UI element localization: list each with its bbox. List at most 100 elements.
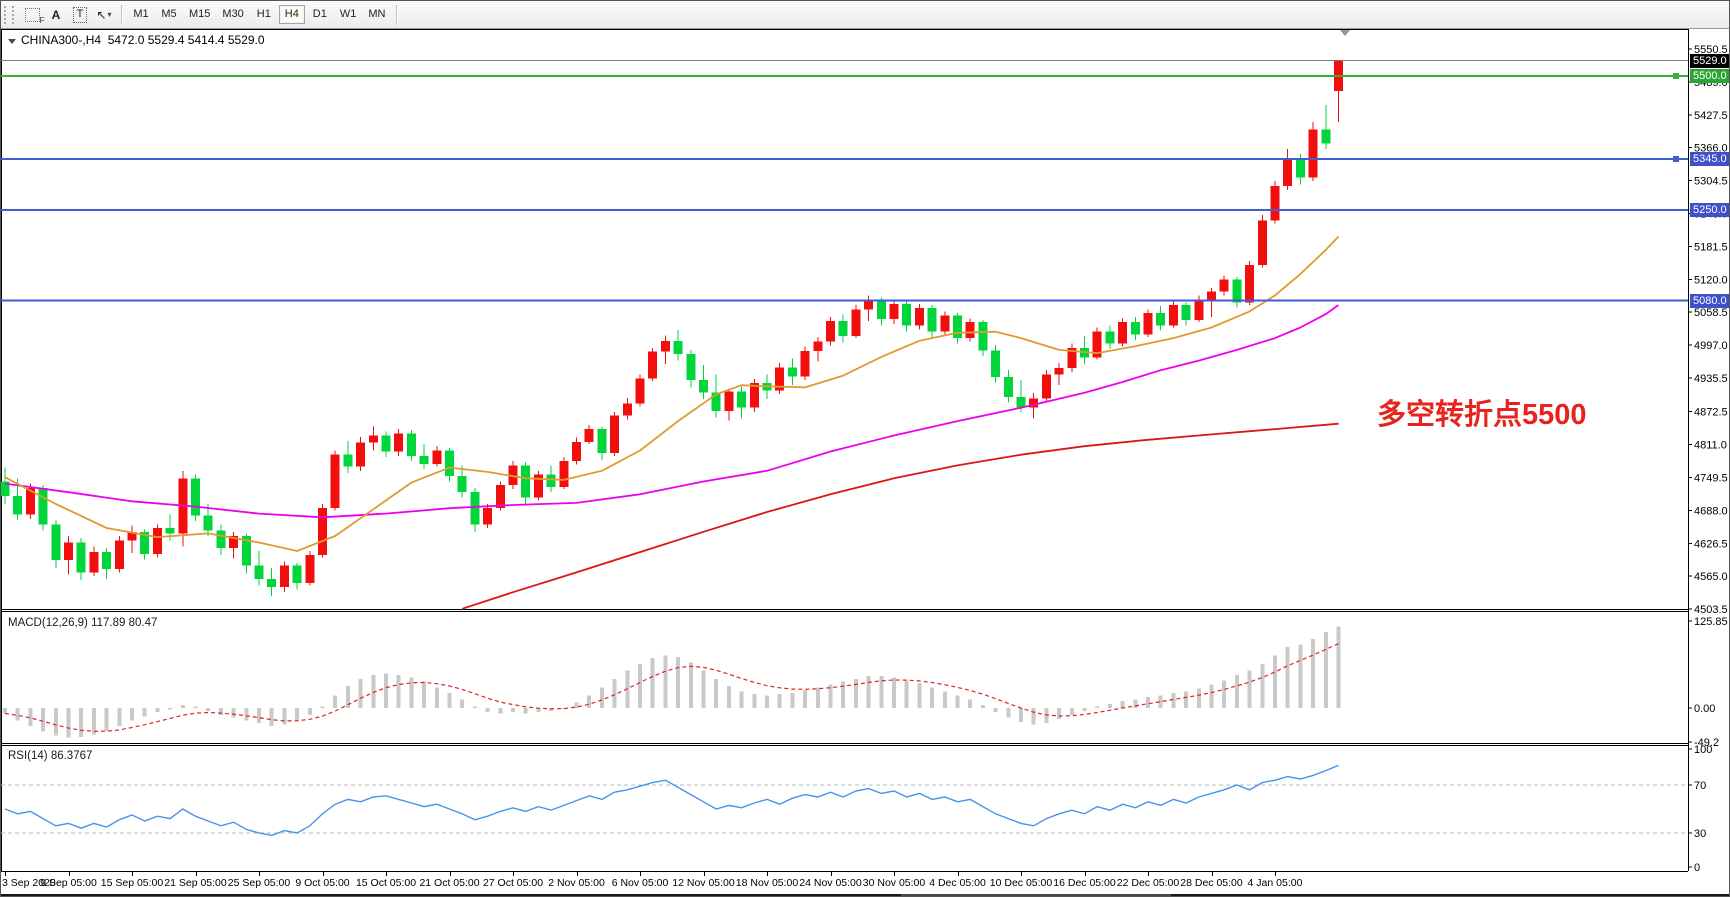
date-label: 22 Dec 05:00: [1116, 877, 1180, 889]
svg-text:4626.5: 4626.5: [1694, 538, 1728, 550]
rsi-line: [4, 764, 1339, 837]
moving-average-line: [461, 422, 1339, 610]
date-label: 9 Oct 05:00: [295, 877, 350, 889]
svg-text:-49.2: -49.2: [1694, 737, 1719, 749]
price-badge-5529.0: 5529.0: [1690, 54, 1729, 68]
svg-text:4811.0: 4811.0: [1694, 440, 1727, 452]
frame-tool-icon[interactable]: F: [20, 5, 45, 25]
date-tick: [1021, 872, 1022, 876]
timeframe-button-d1[interactable]: D1: [307, 5, 333, 24]
date-label: 10 Dec 05:00: [989, 877, 1053, 889]
svg-text:5366.0: 5366.0: [1694, 143, 1728, 155]
svg-text:4749.5: 4749.5: [1694, 472, 1728, 484]
date-tick: [5, 872, 6, 876]
date-label: 2 Nov 05:00: [548, 877, 605, 889]
date-tick: [830, 872, 832, 876]
svg-text:30: 30: [1694, 828, 1706, 840]
date-tick: [640, 872, 641, 876]
date-tick: [1148, 872, 1149, 876]
svg-text:5181.5: 5181.5: [1694, 241, 1728, 253]
svg-text:0: 0: [1694, 862, 1700, 874]
horizontal-scrollbar[interactable]: [1, 894, 1729, 896]
price-badge-5500.0: 5500.0: [1690, 69, 1729, 83]
svg-text:70: 70: [1694, 780, 1706, 792]
date-axis[interactable]: 3 Sep 2020 9 Sep 05:00 15 Sep 05:00 21 Sep …: [1, 872, 1689, 893]
svg-text:5120.0: 5120.0: [1694, 274, 1728, 286]
svg-text:125.85: 125.85: [1694, 616, 1728, 628]
object-arrows-tool-icon[interactable]: ↖ ▾: [96, 7, 112, 22]
date-label: 21 Sep 05:00: [164, 877, 227, 889]
text-box-tool-icon[interactable]: T: [68, 5, 92, 25]
svg-text:5058.5: 5058.5: [1694, 307, 1728, 319]
timeframe-button-m1[interactable]: M1: [128, 5, 154, 24]
date-label: 3 Sep 2020: [2, 877, 56, 889]
timeframe-button-h1[interactable]: H1: [251, 5, 277, 24]
rsi-indicator-label: RSI(14) 86.3767: [8, 750, 93, 762]
timeframe-button-m15[interactable]: M15: [184, 5, 215, 24]
svg-text:5550.5: 5550.5: [1694, 44, 1728, 56]
date-tick: [767, 872, 768, 876]
panel-borders: [1, 29, 1689, 872]
timeframe-button-mn[interactable]: MN: [363, 5, 390, 24]
chart-title[interactable]: CHINA300-,H4 5472.0 5529.4 5414.4 5529.0: [8, 33, 265, 47]
symbol-dropdown-icon[interactable]: [8, 39, 16, 44]
date-label: 4 Dec 05:00: [929, 877, 986, 889]
svg-text:4565.0: 4565.0: [1694, 571, 1728, 583]
price-badge-5080.0: 5080.0: [1690, 294, 1729, 308]
date-tick: [576, 872, 578, 876]
macd-signal-line: [4, 643, 1339, 732]
svg-text:4935.5: 4935.5: [1694, 373, 1728, 385]
svg-text:5304.5: 5304.5: [1694, 176, 1728, 188]
date-tick: [1211, 872, 1213, 876]
date-tick: [513, 872, 514, 876]
price-axis: 5550.55489.05427.55366.05304.55243.05181…: [1688, 44, 1728, 874]
text-label-tool-icon[interactable]: A: [51, 7, 61, 22]
timeframe-button-m30[interactable]: M30: [217, 5, 248, 24]
rsi-layer: [1, 764, 1688, 837]
price-badge-5250.0: 5250.0: [1690, 203, 1729, 217]
horizontal-lines-layer: [1, 60, 1688, 302]
date-label: 15 Oct 05:00: [355, 877, 417, 889]
timeframe-button-h4[interactable]: H4: [278, 5, 305, 24]
svg-text:4997.0: 4997.0: [1694, 340, 1728, 352]
moving-average-line: [4, 304, 1340, 519]
date-tick: [957, 872, 959, 876]
svg-text:4688.0: 4688.0: [1694, 505, 1728, 517]
timeframe-button-m5[interactable]: M5: [156, 5, 182, 24]
date-tick: [259, 872, 260, 876]
dropdown-caret-icon: ▾: [107, 10, 112, 19]
date-tick: [386, 872, 387, 876]
date-tick: [449, 872, 451, 876]
scrollbar-thumb[interactable]: [901, 894, 1171, 896]
timeframe-button-w1[interactable]: W1: [335, 5, 362, 24]
date-label: 4 Jan 05:00: [1247, 877, 1303, 889]
date-tick: [894, 872, 895, 876]
svg-text:4872.5: 4872.5: [1694, 407, 1728, 419]
date-tick: [703, 872, 705, 876]
date-label: 16 Dec 05:00: [1053, 877, 1116, 889]
line-handle: [1673, 155, 1679, 162]
scroll-to-end-marker[interactable]: [1340, 30, 1350, 36]
candles-layer: [1, 60, 1343, 596]
date-label: 6 Nov 05:00: [611, 877, 669, 889]
ohlc-values: 5472.0 5529.4 5414.4 5529.0: [107, 33, 265, 47]
macd-indicator-label: MACD(12,26,9) 117.89 80.47: [8, 617, 158, 629]
date-label: 24 Nov 05:00: [799, 877, 862, 889]
chart-annotation-text[interactable]: 多空转折点5500: [1377, 399, 1587, 431]
svg-text:100: 100: [1694, 744, 1712, 756]
svg-text:5427.5: 5427.5: [1694, 110, 1728, 122]
svg-text:4503.5: 4503.5: [1694, 604, 1728, 616]
toolbar-separator: [396, 4, 398, 25]
toolbar: F A T ↖ ▾ M1 M5 M15 M30 H1 H4 D1 W1 MN: [1, 1, 1729, 29]
date-label: 12 Nov 05:00: [672, 877, 735, 889]
date-tick: [1275, 872, 1276, 876]
moving-average-line: [4, 235, 1340, 552]
date-tick: [68, 872, 70, 876]
toolbar-grip-handle[interactable]: [4, 5, 14, 24]
line-handle: [1673, 73, 1679, 80]
macd-layer: [3, 626, 1341, 738]
toolbar-separator: [121, 4, 122, 25]
date-label: 30 Nov 05:00: [862, 877, 926, 889]
